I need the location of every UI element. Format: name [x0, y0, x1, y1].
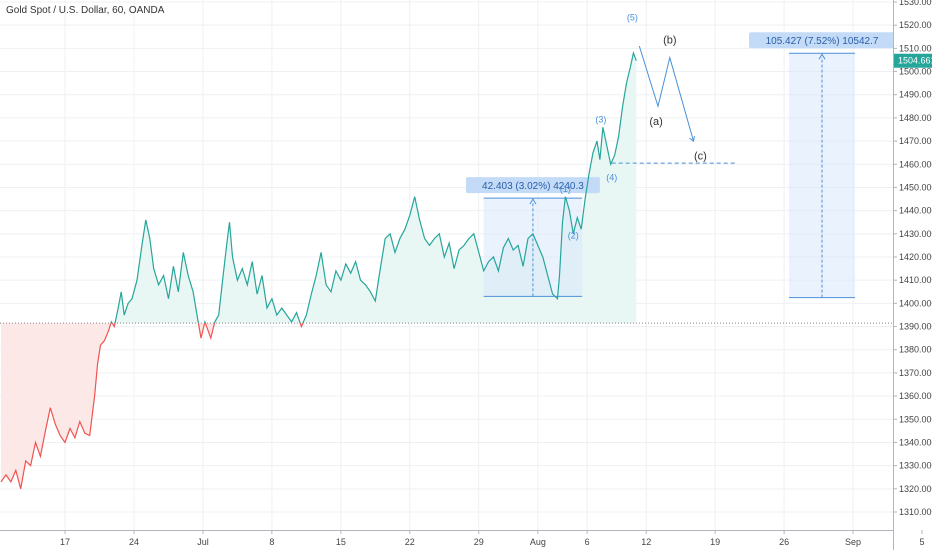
price-tick-label: 1400.000 — [899, 298, 932, 308]
wave-label: (2) — [568, 230, 579, 240]
time-tick-label: 5 — [919, 537, 924, 547]
wave-label: (1) — [560, 184, 571, 194]
price-tick-label: 1390.000 — [899, 322, 932, 332]
time-tick-label: 17 — [60, 537, 70, 547]
price-line-above-baseline — [110, 50, 637, 324]
time-tick-label: 24 — [129, 537, 139, 547]
wave-label: (4) — [606, 173, 617, 183]
price-tick-label: 1480.000 — [899, 113, 932, 123]
wave-label: (c) — [694, 151, 707, 163]
price-tick-label: 1330.000 — [899, 461, 932, 471]
range-box — [483, 198, 583, 297]
price-tick-label: 1460.000 — [899, 159, 932, 169]
projection-arrow-head — [689, 135, 695, 142]
price-tick-label: 1440.000 — [899, 206, 932, 216]
price-range-2: 105.427 (7.52%) 10542.7 — [749, 32, 896, 299]
time-tick-label: Aug — [530, 537, 546, 547]
chart-title: Gold Spot / U.S. Dollar, 60, OANDA — [6, 5, 165, 16]
price-tick-label: 1340.000 — [899, 437, 932, 447]
price-tick-label: 1530.000 — [899, 0, 932, 7]
last-price-badge — [894, 53, 932, 68]
price-tick-label: 1360.000 — [899, 391, 932, 401]
price-tick-label: 1380.000 — [899, 345, 932, 355]
price-tick-label: 1430.000 — [899, 229, 932, 239]
time-tick-label: 12 — [641, 537, 651, 547]
price-axis-bg — [893, 0, 932, 550]
range-label-bg — [465, 177, 600, 194]
area-fill-above-baseline — [1, 53, 637, 324]
price-tick-label: 1420.000 — [899, 252, 932, 262]
time-axis-bg — [0, 530, 893, 550]
wave-label: (5) — [627, 13, 638, 23]
price-range-1: 42.403 (3.02%) 4240.3 — [465, 177, 600, 297]
price-tick-label: 1370.000 — [899, 368, 932, 378]
time-tick-label: 22 — [405, 537, 415, 547]
time-tick-label: Jul — [197, 537, 209, 547]
time-tick-label: 15 — [336, 537, 346, 547]
time-tick-label: 19 — [710, 537, 720, 547]
time-tick-label: 6 — [585, 537, 590, 547]
last-price-label: 1504.661 — [898, 56, 932, 66]
wave-projection-path — [638, 45, 694, 142]
time-tick-label: 8 — [269, 537, 274, 547]
wave-label: (b) — [663, 35, 676, 47]
wave-label: (3) — [595, 115, 606, 125]
time-tick-label: 29 — [474, 537, 484, 547]
area-fill-below-baseline — [1, 323, 303, 489]
price-tick-label: 1310.000 — [899, 507, 932, 517]
range-label-bg — [749, 32, 896, 49]
price-tick-label: 1510.000 — [899, 43, 932, 53]
time-axis: 17 24 Jul 8 15 22 29 Aug 6 12 19 26 Sep 5 — [0, 530, 925, 550]
price-tick-label: 1470.000 — [899, 136, 932, 146]
range-label: 105.427 (7.52%) 10542.7 — [766, 36, 879, 47]
price-tick-label: 1450.000 — [899, 182, 932, 192]
range-arrow-head — [818, 53, 826, 60]
price-tick-label: 1350.000 — [899, 414, 932, 424]
time-tick-label: 26 — [779, 537, 789, 547]
price-tick-label: 1410.000 — [899, 275, 932, 285]
wave-label: (a) — [649, 116, 662, 128]
price-tick-label: 1490.000 — [899, 90, 932, 100]
time-tick-label: Sep — [845, 537, 861, 547]
price-tick-label: 1500.000 — [899, 67, 932, 77]
price-axis: 1310.000 1320.000 1330.000 1340.000 1350.000… — [893, 0, 932, 550]
range-arrow-head — [529, 198, 537, 205]
price-tick-label: 1520.000 — [899, 20, 932, 30]
range-label: 42.403 (3.02%) 4240.3 — [482, 181, 584, 192]
price-line-below-baseline — [0, 323, 304, 489]
price-tick-label: 1320.000 — [899, 484, 932, 494]
